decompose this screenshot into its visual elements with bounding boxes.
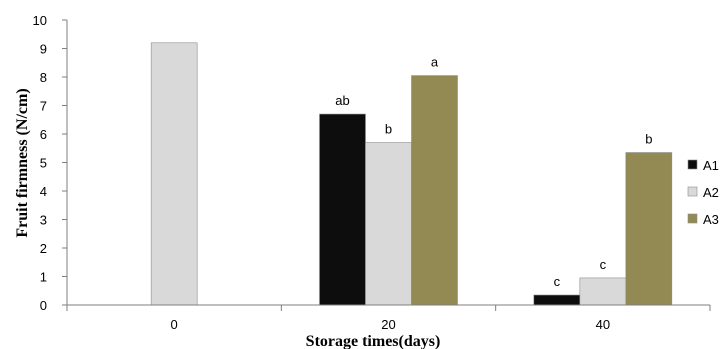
significance-label: c bbox=[600, 257, 607, 272]
bar-a2-20 bbox=[365, 142, 412, 306]
legend-label: A2 bbox=[703, 185, 719, 200]
y-axis-ticks: 0 1 2 3 4 5 6 7 8 9 10 bbox=[33, 13, 67, 313]
y-tick-label: 5 bbox=[40, 156, 47, 171]
significance-label: b bbox=[385, 122, 392, 137]
x-tick-label: 20 bbox=[381, 317, 395, 332]
x-tick-label: 40 bbox=[596, 317, 610, 332]
bar-a3-20 bbox=[411, 75, 458, 306]
y-tick-label: 8 bbox=[40, 70, 47, 85]
y-tick-label: 3 bbox=[40, 213, 47, 228]
significance-label: c bbox=[554, 274, 561, 289]
bar-a2-0 bbox=[150, 42, 198, 306]
legend-swatch-a3 bbox=[687, 213, 698, 224]
significance-label: a bbox=[431, 55, 439, 70]
y-tick-label: 10 bbox=[33, 13, 47, 28]
legend-label: A1 bbox=[703, 158, 719, 173]
bar-a3-40 bbox=[625, 152, 673, 306]
y-tick-label: 2 bbox=[40, 241, 47, 256]
y-tick-label: 0 bbox=[40, 298, 47, 313]
legend: A1 A2 A3 bbox=[687, 158, 719, 227]
x-tick-label: 0 bbox=[171, 317, 178, 332]
legend-swatch-a1 bbox=[687, 159, 698, 170]
y-tick-label: 6 bbox=[40, 127, 47, 142]
axes bbox=[66, 20, 710, 306]
bar-a1-20 bbox=[319, 113, 366, 306]
bar-a2-40 bbox=[579, 277, 627, 306]
x-axis-title: Storage times(days) bbox=[306, 333, 441, 349]
bar-a1-40 bbox=[533, 294, 581, 306]
y-tick-label: 1 bbox=[40, 270, 47, 285]
y-tick-label: 4 bbox=[40, 184, 47, 199]
x-axis-ticks: 0 20 40 bbox=[66, 305, 711, 332]
legend-swatch-a2 bbox=[687, 186, 698, 197]
significance-label: ab bbox=[335, 93, 349, 108]
y-tick-label: 7 bbox=[40, 99, 47, 114]
y-axis-title: Fruit firmness (N/cm) bbox=[14, 88, 31, 237]
significance-label: b bbox=[645, 132, 652, 147]
legend-label: A3 bbox=[703, 212, 719, 227]
y-tick-label: 9 bbox=[40, 42, 47, 57]
